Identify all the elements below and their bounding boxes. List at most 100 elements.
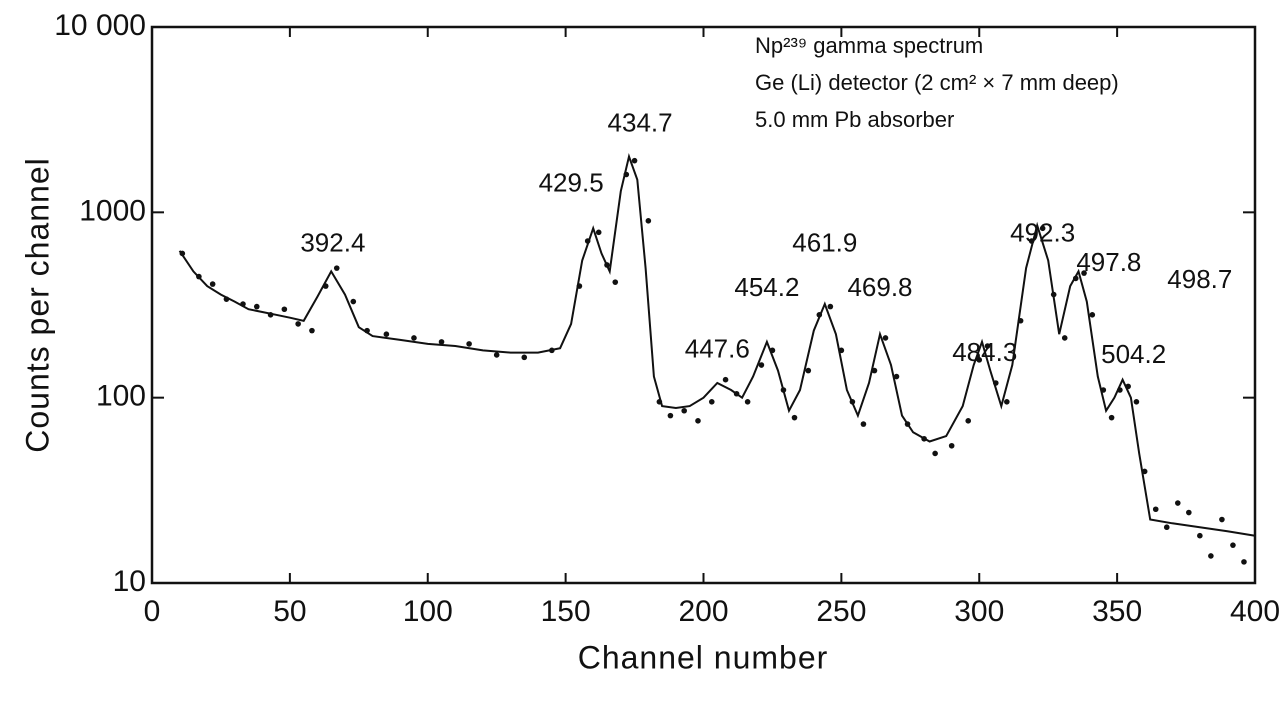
data-point <box>295 321 301 327</box>
data-point <box>493 352 500 358</box>
data-point <box>281 306 288 313</box>
data-point <box>1028 238 1035 244</box>
x-tick-label: 250 <box>816 595 866 628</box>
y-tick-label: 1000 <box>79 194 146 227</box>
data-point <box>179 250 186 257</box>
peak-label: 392.4 <box>300 227 365 257</box>
data-point <box>1108 414 1115 421</box>
data-point <box>223 296 230 302</box>
data-point <box>253 303 260 310</box>
data-point <box>992 380 999 386</box>
fit-line <box>178 152 1256 537</box>
info-line: Ge (Li) detector (2 cm² × 7 mm deep) <box>755 70 1119 95</box>
info-line: Np²³⁹ gamma spectrum <box>755 33 983 58</box>
data-point <box>1039 225 1046 232</box>
data-point <box>1163 524 1170 531</box>
data-point <box>411 335 417 341</box>
data-point <box>1017 317 1024 324</box>
data-point <box>240 301 246 307</box>
data-point <box>1100 387 1107 393</box>
data-point <box>623 171 630 178</box>
data-point <box>364 327 370 334</box>
data-point <box>1186 509 1192 516</box>
data-point <box>521 354 528 361</box>
x-tick-label: 150 <box>541 595 591 628</box>
x-tick-label: 200 <box>678 595 728 628</box>
data-point <box>1081 270 1087 276</box>
data-point <box>921 435 927 442</box>
data-point <box>1004 398 1010 405</box>
data-point <box>309 327 315 334</box>
data-point <box>267 311 274 318</box>
data-point <box>1219 516 1225 523</box>
peak-label: 504.2 <box>1101 339 1166 369</box>
data-point <box>383 331 390 338</box>
data-point <box>645 218 652 224</box>
data-point <box>196 273 202 280</box>
data-point <box>612 279 619 285</box>
x-tick-label: 350 <box>1092 595 1142 628</box>
data-point <box>780 387 787 393</box>
info-line: 5.0 mm Pb absorber <box>755 107 954 132</box>
data-point <box>904 421 911 427</box>
data-point <box>805 367 812 374</box>
data-point <box>681 407 687 414</box>
data-point <box>1197 532 1203 539</box>
data-point <box>576 283 583 289</box>
data-point <box>1061 335 1068 341</box>
data-point <box>722 376 729 383</box>
data-point <box>791 414 798 421</box>
data-point <box>1241 559 1247 565</box>
peak-label: 429.5 <box>539 167 604 197</box>
data-point <box>1072 275 1079 282</box>
data-point <box>1152 506 1159 513</box>
peak-label: 447.6 <box>685 334 750 364</box>
data-point <box>322 283 329 289</box>
data-point <box>631 157 638 164</box>
peak-label: 454.2 <box>734 272 799 302</box>
data-point <box>733 390 740 397</box>
data-point <box>816 311 823 318</box>
data-point <box>965 418 972 424</box>
data-point <box>438 339 445 345</box>
data-point <box>604 262 610 268</box>
x-tick-label: 0 <box>144 595 161 628</box>
data-point <box>466 341 472 347</box>
data-point <box>1125 383 1131 390</box>
data-point <box>549 347 555 354</box>
data-point <box>1089 311 1096 318</box>
y-axis-label: Counts per channel <box>19 157 55 453</box>
data-point <box>695 418 701 424</box>
peak-label: 461.9 <box>792 227 857 257</box>
data-point <box>769 347 776 354</box>
data-point <box>932 450 938 457</box>
data-point <box>667 412 674 419</box>
data-point <box>860 421 867 427</box>
data-point <box>882 335 889 341</box>
data-point <box>708 398 715 405</box>
x-tick-label: 100 <box>403 595 453 628</box>
data-point <box>1117 387 1123 393</box>
plot-frame <box>150 25 1257 585</box>
data-point <box>984 343 991 349</box>
x-tick-label: 50 <box>273 595 306 628</box>
data-point <box>893 373 900 380</box>
data-point <box>1174 500 1181 506</box>
data-point <box>758 362 765 368</box>
data-point <box>849 398 856 405</box>
peak-label: 498.7 <box>1167 264 1232 294</box>
data-point <box>595 229 602 236</box>
data-point <box>350 298 357 305</box>
y-tick-label: 10 000 <box>54 9 146 42</box>
data-point <box>333 265 340 271</box>
peak-label: 434.7 <box>608 108 673 138</box>
data-point <box>871 367 878 374</box>
data-point <box>1133 398 1140 405</box>
y-tick-label: 100 <box>96 380 146 413</box>
data-point <box>744 398 751 405</box>
data-point <box>838 347 845 354</box>
data-point <box>1208 553 1214 559</box>
y-tick-label: 10 <box>113 565 146 598</box>
data-point <box>976 357 983 363</box>
